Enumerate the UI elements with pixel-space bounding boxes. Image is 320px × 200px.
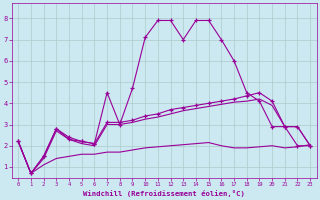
X-axis label: Windchill (Refroidissement éolien,°C): Windchill (Refroidissement éolien,°C) [83, 190, 245, 197]
